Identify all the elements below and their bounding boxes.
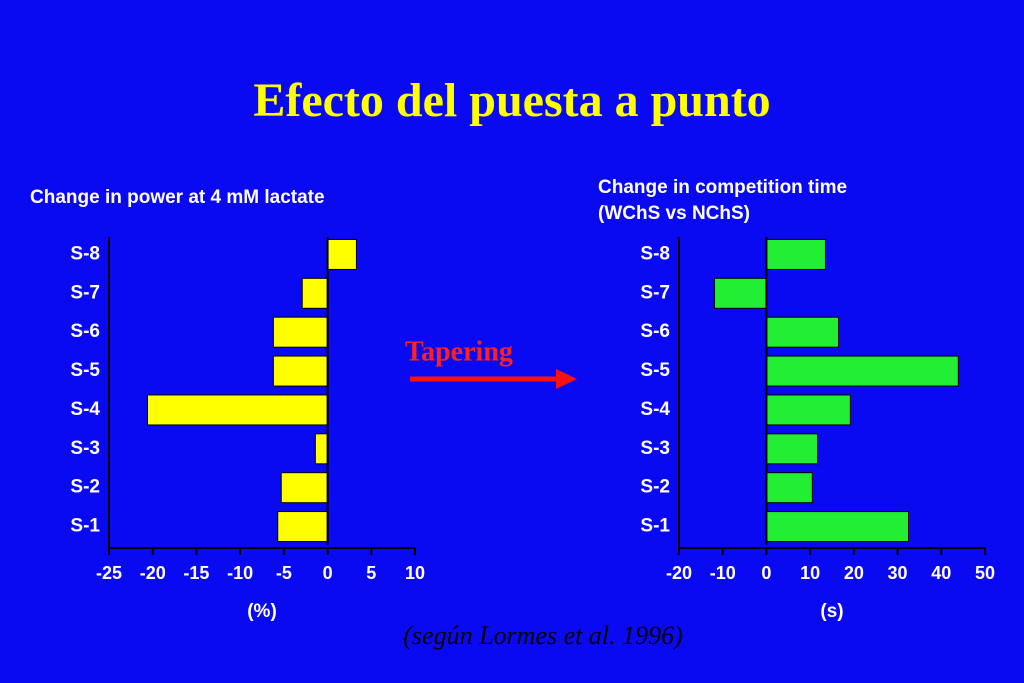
bar bbox=[277, 511, 329, 543]
bar bbox=[765, 238, 826, 270]
bar bbox=[713, 277, 767, 309]
bar bbox=[272, 355, 329, 387]
x-tick-label: 10 bbox=[800, 563, 820, 583]
x-axis-label: (%) bbox=[247, 601, 277, 622]
y-tick-label: S-1 bbox=[70, 516, 100, 537]
bar bbox=[272, 316, 329, 348]
y-tick-label: S-1 bbox=[640, 516, 670, 537]
bar bbox=[314, 433, 329, 465]
annotation: Tapering bbox=[405, 336, 513, 367]
x-tick-label: -5 bbox=[276, 563, 292, 583]
x-tick-label: -15 bbox=[183, 563, 209, 583]
chart-title: Change in competition time bbox=[598, 177, 847, 198]
y-tick-label: S-7 bbox=[640, 282, 670, 303]
bar bbox=[765, 355, 959, 387]
y-tick-label: S-8 bbox=[70, 243, 100, 264]
y-tick-label: S-4 bbox=[640, 399, 670, 420]
bar bbox=[765, 394, 851, 426]
y-tick-label: S-8 bbox=[640, 243, 670, 264]
y-tick-label: S-5 bbox=[640, 360, 670, 381]
x-tick-label: 50 bbox=[975, 563, 995, 583]
y-tick-label: S-3 bbox=[70, 438, 100, 459]
x-tick-label: 20 bbox=[844, 563, 864, 583]
x-tick-label: -10 bbox=[227, 563, 253, 583]
x-tick-label: -20 bbox=[140, 563, 166, 583]
y-tick-label: S-6 bbox=[640, 321, 670, 342]
y-tick-label: S-2 bbox=[640, 477, 670, 498]
y-tick-label: S-7 bbox=[70, 282, 100, 303]
chart-title: (WChS vs NChS) bbox=[598, 203, 750, 224]
slide-title: Efecto del puesta a punto bbox=[253, 74, 770, 127]
bar bbox=[765, 511, 910, 543]
bar bbox=[765, 316, 840, 348]
y-tick-label: S-3 bbox=[640, 438, 670, 459]
x-tick-label: 10 bbox=[405, 563, 425, 583]
x-axis-label: (s) bbox=[820, 601, 843, 622]
x-tick-label: 0 bbox=[761, 563, 771, 583]
x-tick-label: -10 bbox=[710, 563, 736, 583]
bar bbox=[301, 277, 329, 309]
bar bbox=[765, 433, 819, 465]
x-tick-label: 5 bbox=[366, 563, 376, 583]
bar bbox=[327, 238, 357, 270]
arrow-head bbox=[556, 369, 577, 389]
bar bbox=[280, 472, 329, 504]
chart-title: Change in power at 4 mM lactate bbox=[30, 187, 325, 208]
y-tick-label: S-5 bbox=[70, 360, 100, 381]
bar bbox=[146, 394, 329, 426]
x-tick-label: -25 bbox=[96, 563, 122, 583]
y-tick-label: S-4 bbox=[70, 399, 100, 420]
x-tick-label: 0 bbox=[323, 563, 333, 583]
x-tick-label: -20 bbox=[666, 563, 692, 583]
x-tick-label: 40 bbox=[931, 563, 951, 583]
y-tick-label: S-2 bbox=[70, 477, 100, 498]
x-tick-label: 30 bbox=[888, 563, 908, 583]
source: (según Lormes et al. 1996) bbox=[403, 621, 682, 650]
y-tick-label: S-6 bbox=[70, 321, 100, 342]
bar bbox=[765, 472, 813, 504]
